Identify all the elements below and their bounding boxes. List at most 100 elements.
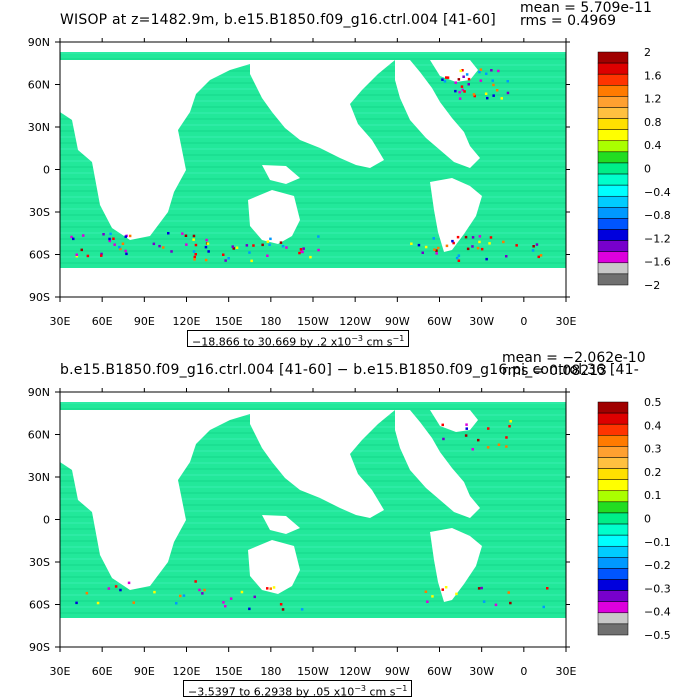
ocean-band (60, 510, 566, 512)
colorbar-label: −0.3 (644, 582, 671, 595)
anomaly-speckle (170, 250, 173, 253)
anomaly-speckle (193, 255, 196, 259)
anomaly-speckle (167, 232, 170, 235)
colorbar-swatch (597, 173, 629, 186)
anomaly-speckle (175, 602, 178, 605)
anomaly-speckle (112, 237, 115, 240)
ocean-band (60, 612, 566, 614)
anomaly-speckle (441, 78, 444, 81)
land-mask-8 (60, 42, 566, 52)
range-text: −3.5397 to 6.2938 by .05 x10 (188, 685, 355, 699)
colorbar-swatch (597, 51, 629, 64)
colorbar-swatch (597, 229, 629, 241)
anomaly-speckle (508, 425, 511, 428)
anomaly-speckle (127, 581, 131, 585)
map-plot-2: 30E 60E 90E 120E 150E 180 150W 120W 90W 60W 30W 0 30… (28, 386, 671, 678)
anomaly-speckle (224, 259, 227, 262)
anomaly-speckle (506, 91, 510, 95)
anomaly-speckle (471, 245, 474, 248)
ocean-band (60, 226, 566, 228)
land-mask-7 (60, 618, 566, 647)
ocean-band (60, 408, 566, 410)
colorbar-label: −0.4 (644, 606, 671, 619)
ocean-band (60, 190, 566, 192)
x-tick-label: 30E (556, 315, 577, 328)
map-panel-1: 30E 60E 90E 120E 150E 180 150W 120W 90W 60W 30W 0 30… (28, 1, 671, 349)
anomaly-speckle (192, 234, 196, 238)
anomaly-speckle (229, 597, 233, 600)
ocean-band (60, 58, 566, 60)
colorbar-swatch (597, 401, 629, 414)
anomaly-speckle (198, 588, 201, 592)
anomaly-speckle (207, 250, 210, 253)
anomaly-speckle (444, 586, 448, 589)
anomaly-speckle (102, 233, 105, 236)
colorbar-label: 0.8 (644, 116, 662, 129)
range-exponent: −3 (354, 684, 367, 693)
anomaly-speckle (442, 437, 445, 441)
anomaly-speckle (235, 246, 239, 249)
ocean-band (60, 160, 566, 162)
anomaly-speckle (471, 448, 474, 451)
anomaly-speckle (108, 237, 111, 241)
y-tick-label: 90N (28, 36, 50, 49)
ocean-band (60, 534, 566, 536)
colorbar-label: −2 (644, 279, 660, 292)
anomaly-speckle (492, 83, 495, 87)
anomaly-speckle (489, 236, 493, 239)
x-tick-label: 30W (469, 665, 494, 678)
anomaly-speckle (472, 93, 476, 96)
anomaly-speckle (426, 600, 429, 603)
colorbar-label: −0.2 (644, 559, 671, 572)
ocean-band (60, 178, 566, 180)
x-tick-label: 180 (260, 315, 281, 328)
colorbar-label: −1.2 (644, 232, 671, 245)
colorbar-label: 0.2 (644, 466, 662, 479)
anomaly-speckle (298, 251, 301, 255)
anomaly-speckle (125, 252, 128, 256)
anomaly-speckle (152, 242, 156, 246)
land-mask-8 (60, 392, 566, 402)
anomaly-speckle (222, 253, 225, 256)
ocean-band (60, 166, 566, 168)
anomaly-speckle (539, 254, 543, 257)
anomaly-speckle (466, 247, 470, 251)
panel-2-range-label: −3.5397 to 6.2938 by .05 x10−3 cm s−1 (183, 680, 413, 699)
anomaly-speckle (132, 601, 135, 604)
anomaly-speckle (194, 580, 197, 583)
anomaly-speckle (232, 247, 235, 250)
ocean-band (60, 402, 566, 404)
anomaly-speckle (497, 69, 500, 73)
anomaly-speckle (437, 246, 440, 250)
anomaly-speckle (119, 588, 122, 592)
anomaly-speckle (153, 590, 156, 594)
anomaly-speckle (505, 445, 508, 448)
colorbar-swatch (597, 579, 629, 591)
anomaly-speckle (441, 588, 444, 591)
x-tick-label: 90W (385, 665, 410, 678)
x-tick-label: 120W (339, 665, 371, 678)
anomaly-speckle (497, 443, 501, 446)
anomaly-speckle (317, 235, 320, 238)
anomaly-speckle (465, 73, 469, 76)
anomaly-speckle (532, 245, 535, 248)
land-mask-3 (262, 165, 300, 184)
anomaly-speckle (479, 68, 483, 71)
anomaly-speckle (424, 590, 428, 593)
x-tick-label: 60E (92, 665, 113, 678)
x-tick-label: 30W (469, 315, 494, 328)
anomaly-speckle (410, 242, 413, 245)
y-tick-label: 30N (28, 471, 50, 484)
anomaly-speckle (253, 595, 256, 599)
anomaly-speckle (500, 97, 503, 100)
anomaly-speckle (465, 427, 468, 430)
ocean-band (60, 594, 566, 596)
x-tick-label: 90W (385, 315, 410, 328)
colorbar-label: 2 (644, 46, 651, 59)
ocean-band (60, 528, 566, 530)
panel-1-rms: rms = 0.4969 (520, 13, 617, 29)
anomaly-speckle (456, 235, 460, 239)
anomaly-speckle (424, 245, 428, 249)
colorbar-label: −0.8 (644, 209, 671, 222)
anomaly-speckle (458, 97, 462, 100)
